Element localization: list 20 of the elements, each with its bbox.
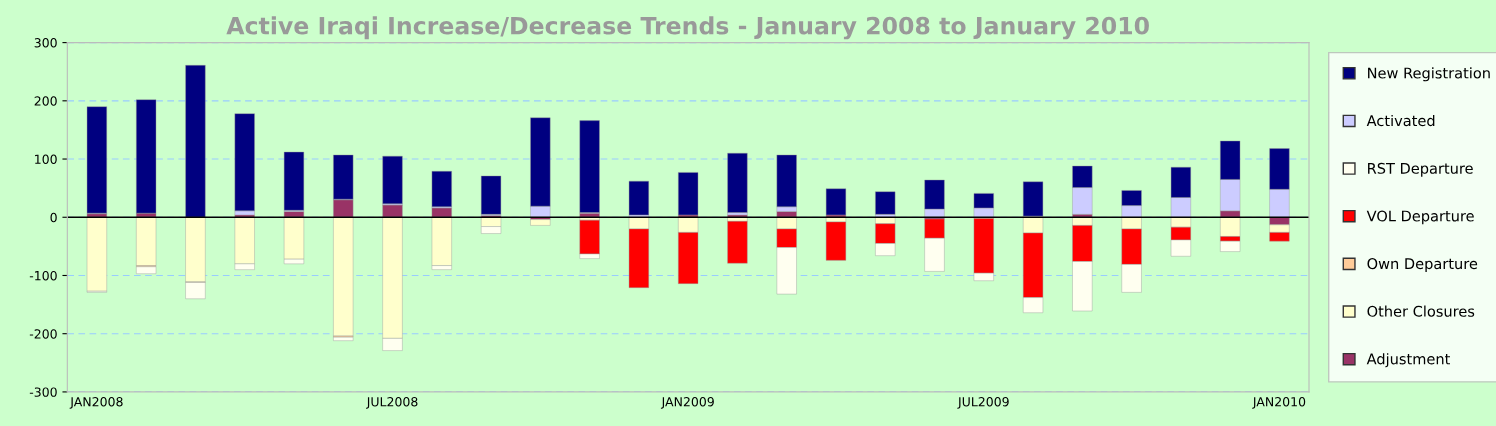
x-tick-label: JAN2010: [1252, 397, 1306, 409]
x-tick-label: JAN2009: [660, 397, 714, 409]
y-tick-label: 300: [34, 38, 57, 48]
y-tick-label: -200: [29, 329, 57, 339]
chart-title: Active Iraqi Increase/Decrease Trends - January 2008 to January 2010: [226, 16, 1149, 40]
legend-label: Other Closures: [1367, 305, 1475, 317]
y-tick-label: -300: [29, 387, 57, 397]
legend-label: Own Departure: [1367, 258, 1478, 272]
y-tick-label: 100: [35, 154, 57, 164]
legend-label: New Registration: [1368, 67, 1490, 82]
legend-label: VOL Departure: [1366, 210, 1474, 225]
x-tick-label: JUL2008: [366, 397, 418, 409]
legend-label: Activated: [1366, 114, 1435, 127]
y-tick-label: 0: [50, 212, 57, 223]
x-tick-label: JAN2008: [69, 397, 123, 409]
y-tick-label: 200: [34, 96, 57, 106]
legend-label: Adjustment: [1366, 353, 1450, 368]
legend-label: RST Departure: [1368, 162, 1473, 177]
y-tick-label: -100: [29, 270, 57, 281]
x-tick-label: JUL2009: [957, 397, 1009, 409]
